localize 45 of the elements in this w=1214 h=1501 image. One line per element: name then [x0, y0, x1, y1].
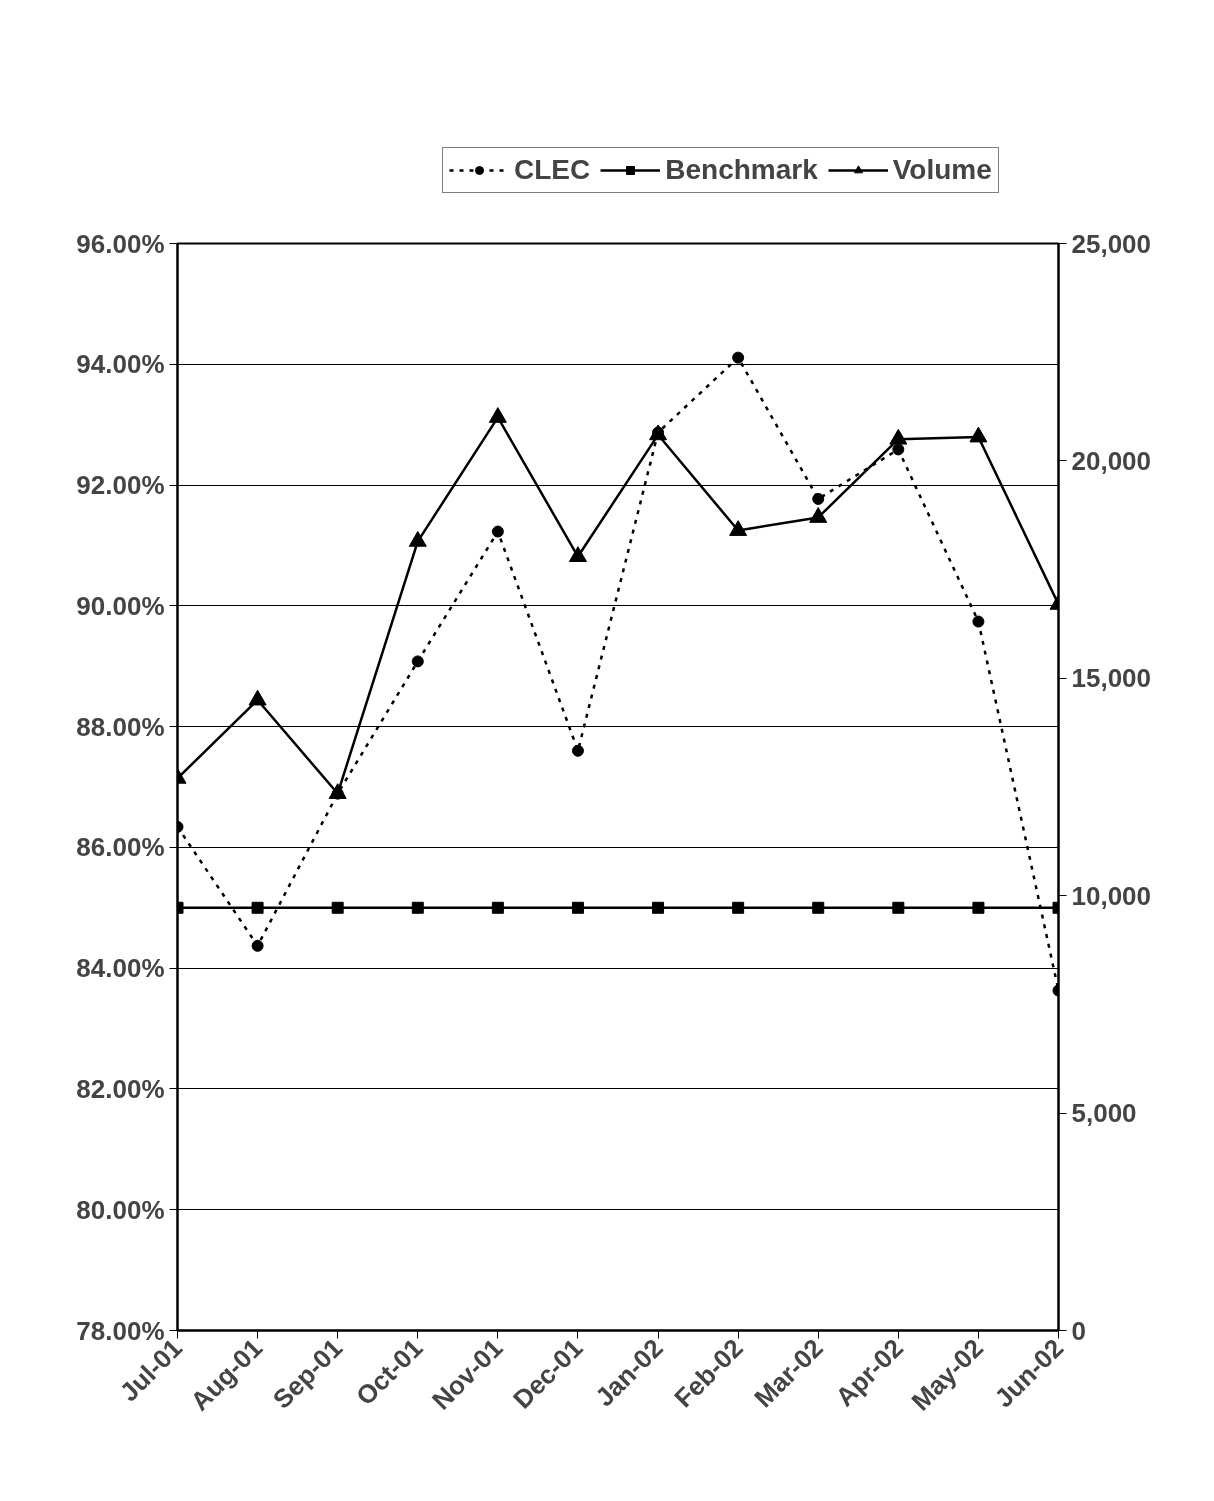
point: [488, 407, 507, 423]
point: [732, 901, 745, 914]
point: [571, 901, 584, 914]
point: [411, 901, 424, 914]
y2-tick-label: 15,000: [1071, 663, 1152, 694]
point: [812, 492, 825, 505]
point: [571, 744, 584, 757]
y-tick-label: 84.00%: [76, 953, 165, 984]
point: [969, 426, 988, 443]
point: [411, 655, 424, 668]
legend-label: CLEC: [514, 154, 591, 186]
y2-tick-label: 25,000: [1071, 228, 1152, 259]
point: [889, 428, 908, 445]
point: [248, 689, 267, 706]
y-tick-label: 88.00%: [76, 711, 165, 742]
point: [331, 901, 344, 914]
point: [251, 939, 264, 952]
y-tick-label: 92.00%: [76, 470, 165, 501]
y-tick-label: 86.00%: [76, 832, 165, 863]
legend-label: Benchmark: [665, 154, 818, 186]
y-tick-label: 94.00%: [76, 349, 165, 380]
point: [491, 901, 504, 914]
y-tick-label: 96.00%: [76, 228, 165, 259]
point: [972, 901, 985, 914]
point: [972, 615, 985, 628]
legend-label: Volume: [892, 154, 992, 186]
point: [812, 901, 825, 914]
y-tick-label: 78.00%: [76, 1315, 165, 1346]
point: [408, 531, 427, 547]
point: [732, 351, 745, 364]
y2-tick-label: 10,000: [1071, 880, 1152, 911]
point: [251, 901, 264, 914]
point: [491, 525, 504, 538]
point: [729, 520, 748, 536]
point: [892, 901, 905, 914]
y2-tick-label: 5,000: [1071, 1098, 1137, 1129]
y-tick-label: 80.00%: [76, 1194, 165, 1225]
point: [892, 443, 905, 456]
y-tick-label: 82.00%: [76, 1073, 165, 1104]
y-tick-label: 90.00%: [76, 590, 165, 621]
point: [568, 546, 587, 562]
y2-tick-label: 0: [1071, 1315, 1086, 1346]
point: [809, 507, 828, 523]
y2-tick-label: 20,000: [1071, 445, 1152, 476]
point: [652, 901, 665, 914]
